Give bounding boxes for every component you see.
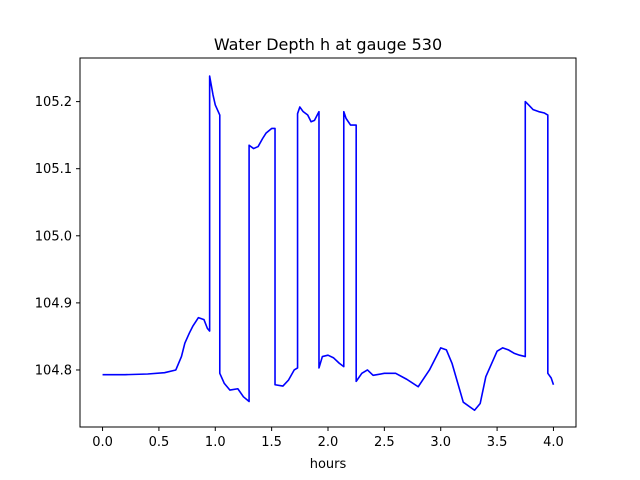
y-tick-label: 104.9 — [35, 296, 72, 311]
x-tick-label: 3.5 — [487, 435, 508, 450]
y-tick-label: 105.0 — [35, 229, 72, 244]
x-tick-label: 4.0 — [543, 435, 564, 450]
x-tick-label: 3.0 — [430, 435, 451, 450]
y-tick-label: 105.1 — [35, 162, 72, 177]
x-tick-label: 0.0 — [92, 435, 113, 450]
x-tick-label: 0.5 — [149, 435, 170, 450]
x-tick-label: 2.5 — [374, 435, 395, 450]
y-tick-label: 105.2 — [35, 95, 72, 110]
chart-title: Water Depth h at gauge 530 — [214, 35, 442, 54]
y-axis: 104.8 104.9 105.0 105.1 105.2 — [35, 95, 80, 378]
x-tick-label: 1.0 — [205, 435, 226, 450]
x-tick-label: 2.0 — [318, 435, 339, 450]
y-tick-label: 104.8 — [35, 363, 72, 378]
x-axis: 0.0 0.5 1.0 1.5 2.0 2.5 3.0 3.5 4.0 — [92, 427, 564, 450]
x-axis-label: hours — [310, 457, 347, 472]
series-line-0 — [102, 75, 555, 412]
x-tick-label: 1.5 — [261, 435, 282, 450]
